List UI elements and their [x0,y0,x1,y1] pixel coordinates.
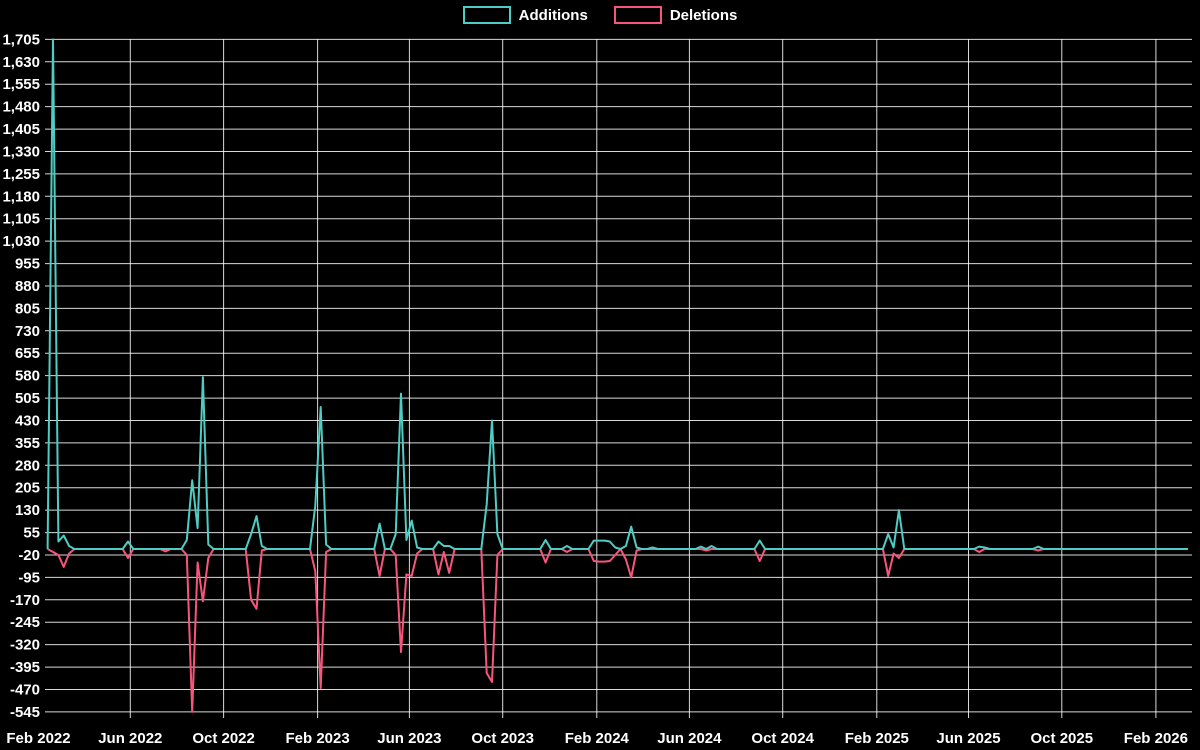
svg-text:Oct 2023: Oct 2023 [471,730,534,747]
deletions-swatch-icon [613,6,662,24]
svg-text:Jun 2025: Jun 2025 [936,730,1000,747]
svg-text:-395: -395 [10,659,40,676]
svg-text:-170: -170 [10,592,40,609]
legend-item-additions[interactable]: Additions [462,6,588,24]
svg-text:1,255: 1,255 [2,166,40,183]
additions-swatch-icon [462,6,511,24]
svg-text:-470: -470 [10,682,40,699]
svg-text:Jun 2024: Jun 2024 [657,730,722,747]
svg-text:-20: -20 [18,547,40,564]
svg-text:505: 505 [15,390,40,407]
chart-legend: Additions Deletions [0,0,1200,30]
svg-text:1,105: 1,105 [2,211,40,228]
svg-text:Feb 2022: Feb 2022 [6,730,70,747]
deletions-line [47,548,1188,713]
svg-text:Oct 2022: Oct 2022 [192,730,255,747]
svg-text:805: 805 [15,300,40,317]
svg-text:205: 205 [15,480,40,497]
svg-text:Feb 2024: Feb 2024 [565,730,630,747]
y-axis-labels: 1,705 1,630 1,555 1,480 1,405 1,330 1,255 1,180… [2,31,40,721]
svg-text:1,705: 1,705 [2,31,40,48]
svg-text:55: 55 [23,525,40,542]
svg-text:1,480: 1,480 [2,99,40,116]
svg-text:-320: -320 [10,637,40,654]
additions-legend-label: Additions [518,6,588,24]
svg-text:Feb 2026: Feb 2026 [1124,730,1188,747]
deletions-legend-label: Deletions [669,6,738,24]
svg-text:Jun 2023: Jun 2023 [377,730,441,747]
y-gridlines [45,38,1192,713]
svg-text:430: 430 [15,413,40,430]
x-axis-labels: Feb 2022 Jun 2022 Oct 2022 Feb 2023 Jun 2023… [6,730,1188,747]
svg-text:1,630: 1,630 [2,54,40,71]
svg-text:955: 955 [15,256,40,273]
svg-text:655: 655 [15,345,40,362]
svg-text:-545: -545 [10,704,40,721]
x-gridlines [129,39,1157,718]
svg-text:1,180: 1,180 [2,188,40,205]
svg-text:-245: -245 [10,614,40,631]
svg-text:-95: -95 [18,569,40,586]
svg-text:1,555: 1,555 [2,76,40,93]
svg-text:280: 280 [15,457,40,474]
svg-text:Feb 2023: Feb 2023 [285,730,349,747]
svg-text:Oct 2025: Oct 2025 [1031,730,1094,747]
svg-text:Oct 2024: Oct 2024 [751,730,814,747]
legend-item-deletions[interactable]: Deletions [613,6,738,24]
svg-text:1,330: 1,330 [2,144,40,161]
svg-text:580: 580 [15,368,40,385]
svg-text:730: 730 [15,323,40,340]
additions-line [46,38,1188,550]
svg-text:1,030: 1,030 [2,233,40,250]
svg-text:Jun 2022: Jun 2022 [98,730,162,747]
svg-text:880: 880 [15,278,40,295]
svg-text:130: 130 [15,502,40,519]
svg-text:355: 355 [15,435,40,452]
svg-text:Feb 2025: Feb 2025 [845,730,909,747]
svg-text:1,405: 1,405 [2,121,40,138]
